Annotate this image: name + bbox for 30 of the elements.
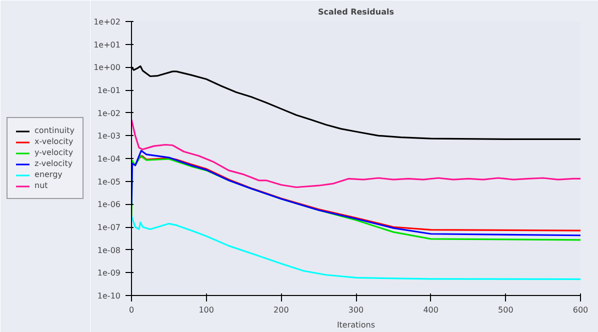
y-tick-label: 1e-06 bbox=[97, 200, 120, 210]
legend-label: continuity bbox=[34, 126, 74, 135]
y-tick-label: 1e-04 bbox=[97, 154, 120, 164]
x-tick-label: 100 bbox=[198, 306, 214, 314]
y-tick-label: 1e-07 bbox=[97, 223, 120, 232]
x-tick-label: 300 bbox=[348, 306, 364, 314]
x-tick-label: 200 bbox=[274, 306, 289, 314]
legend-label: x-velocity bbox=[34, 137, 74, 146]
y-tick-label: 1e+00 bbox=[94, 63, 121, 72]
legend-label: z-velocity bbox=[34, 159, 73, 168]
line-series bbox=[132, 118, 580, 188]
y-tick-label: 1e+01 bbox=[94, 40, 121, 50]
x-tick-label: 400 bbox=[423, 306, 438, 314]
legend-label: nut bbox=[34, 181, 49, 190]
y-tick-label: 1e+02 bbox=[94, 18, 121, 26]
legend-label: energy bbox=[34, 170, 62, 179]
line-series bbox=[132, 215, 580, 280]
x-tick-label: 500 bbox=[498, 306, 514, 314]
y-tick-label: 1e-03 bbox=[97, 132, 120, 141]
y-tick-label: 1e-08 bbox=[97, 246, 120, 255]
y-tick-label: 1e-02 bbox=[97, 108, 120, 118]
y-tick-label: 1e-05 bbox=[97, 177, 120, 186]
x-tick-label: 600 bbox=[572, 306, 588, 314]
y-tick-label: 1e-01 bbox=[97, 86, 120, 95]
legend-label: y-velocity bbox=[34, 148, 74, 157]
x-axis-title: Iterations bbox=[336, 320, 376, 330]
y-tick-label: 1e-09 bbox=[97, 268, 120, 278]
x-tick-label: 0 bbox=[128, 306, 134, 314]
chart-title: Scaled Residuals bbox=[318, 8, 394, 16]
y-tick-label: 1e-10 bbox=[97, 292, 120, 300]
